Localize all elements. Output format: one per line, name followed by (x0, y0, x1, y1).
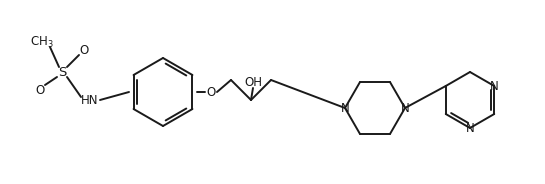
Text: O: O (207, 86, 216, 98)
Text: O: O (35, 84, 45, 96)
Text: O: O (80, 43, 89, 56)
Text: N: N (490, 79, 499, 93)
Text: N: N (465, 121, 474, 135)
Text: HN: HN (81, 93, 99, 107)
Text: OH: OH (244, 75, 262, 89)
Text: N: N (341, 102, 349, 114)
Text: N: N (401, 102, 409, 114)
Text: S: S (58, 66, 66, 79)
Text: CH$_3$: CH$_3$ (30, 34, 54, 49)
